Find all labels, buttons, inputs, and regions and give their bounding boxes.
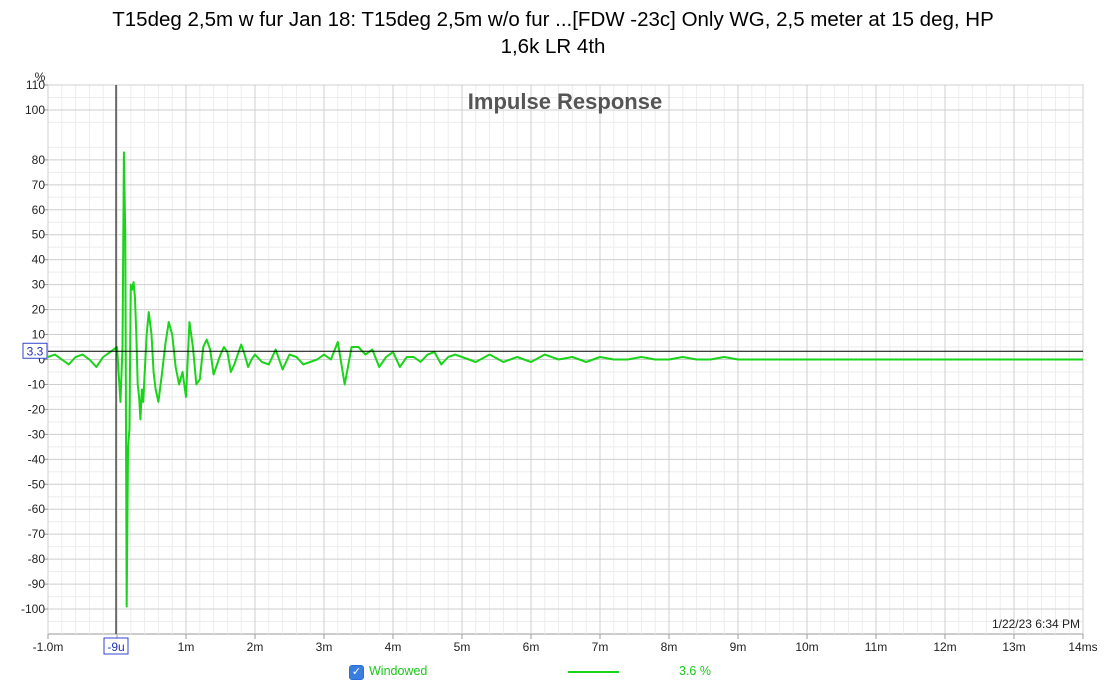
x-tick-label: 14ms [1068, 640, 1097, 654]
impulse-series-line [47, 151, 1083, 608]
x-tick-label: 13m [1002, 640, 1025, 654]
x-tick-label: 11m [865, 640, 887, 654]
y-tick-label: -80 [28, 552, 46, 566]
windowed-label[interactable]: Windowed [369, 664, 428, 678]
y-tick-label: 100 [25, 103, 45, 117]
y-tick-label: 20 [32, 303, 46, 317]
y-tick-label: 80 [32, 153, 46, 167]
x-tick-label: 12m [933, 640, 956, 654]
cursor-x-readout-box [103, 637, 129, 655]
y-tick-label: -90 [28, 577, 46, 591]
y-tick-label: 60 [32, 203, 46, 217]
x-tick-label: 9m [730, 640, 747, 654]
x-tick-label: 6m [523, 640, 540, 654]
cursor-y-readout: 3.3 [27, 344, 44, 358]
x-tick-label: 2m [247, 640, 264, 654]
windowed-checkbox[interactable]: ✓ [349, 665, 364, 680]
y-tick-label: 70 [32, 178, 46, 192]
x-tick-label: 1m [178, 640, 195, 654]
y-tick-label: -40 [28, 452, 46, 466]
series-value-label: 3.6 % [679, 664, 711, 678]
timestamp: 1/22/23 6:34 PM [992, 617, 1080, 631]
y-tick-label: -20 [28, 402, 46, 416]
chart-title: T15deg 2,5m w fur Jan 18: T15deg 2,5m w/… [0, 6, 1106, 60]
y-tick-label: -30 [28, 427, 46, 441]
y-tick-label: 50 [32, 228, 46, 242]
chart-title-line2: 1,6k LR 4th [500, 35, 606, 58]
x-tick-label: -1.0m [33, 640, 64, 654]
cursor-y-readout-box [22, 342, 48, 359]
x-tick-label: 10m [795, 640, 818, 654]
y-tick-label: -10 [28, 377, 46, 391]
y-tick-label: 30 [32, 278, 46, 292]
cursor-x-readout: -9u [107, 640, 124, 654]
y-tick-label: -100 [21, 602, 45, 616]
x-tick-label: 8m [661, 640, 678, 654]
y-axis-unit-label: % [35, 70, 46, 84]
y-tick-label: 110 [26, 78, 45, 92]
x-tick-label: 3m [316, 640, 333, 654]
y-tick-label: -70 [28, 527, 46, 541]
y-tick-label: 10 [32, 328, 46, 342]
y-tick-label: -50 [28, 477, 46, 491]
y-tick-label: 0 [38, 353, 45, 367]
x-tick-label: 7m [592, 640, 609, 654]
x-tick-label: 4m [385, 640, 402, 654]
y-tick-label: -60 [28, 502, 46, 516]
plot-title: Impulse Response [468, 89, 662, 114]
x-tick-label: 5m [454, 640, 471, 654]
chart-title-line1: T15deg 2,5m w fur Jan 18: T15deg 2,5m w/… [112, 8, 994, 31]
y-tick-label: 40 [32, 253, 46, 267]
